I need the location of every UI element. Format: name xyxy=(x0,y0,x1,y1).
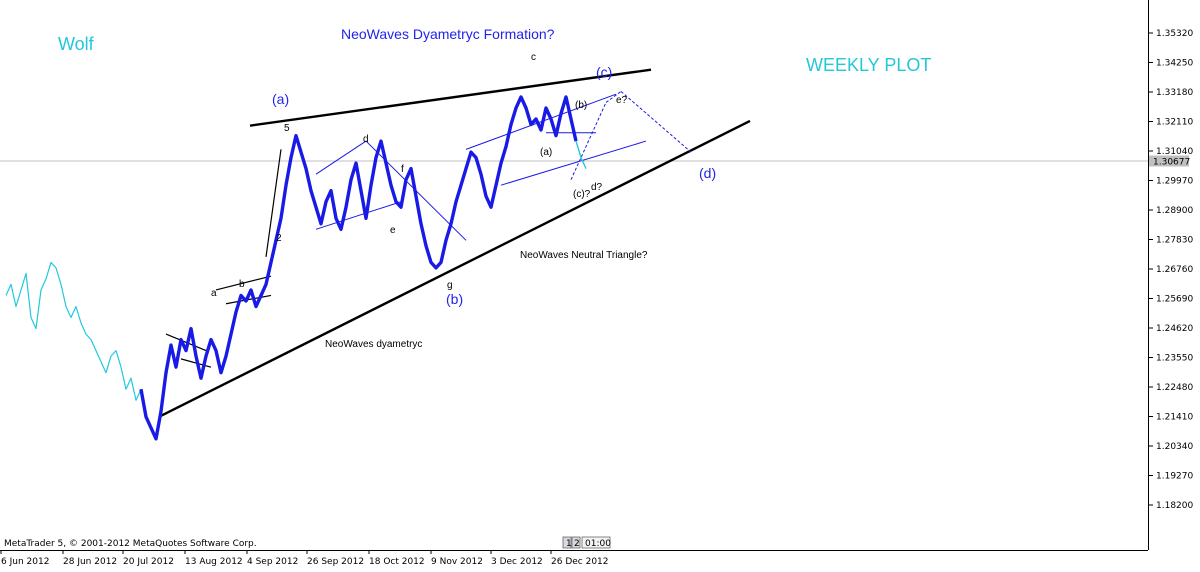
y-tick-label-10: 1.24620 xyxy=(1156,324,1193,334)
price-series-2 xyxy=(575,140,587,169)
x-tick-label-1: 28 Jun 2012 xyxy=(63,557,117,567)
wave-channel-low xyxy=(315,201,402,230)
annotation-17: (c)? xyxy=(573,189,591,200)
y-tick-label-2: 1.33180 xyxy=(1156,88,1193,98)
annotation-15: (a) xyxy=(540,147,552,158)
annotation-3: NeoWaves Neutral Triangle? xyxy=(520,250,648,261)
annotation-18: d? xyxy=(591,182,603,193)
annotation-4: (a) xyxy=(272,91,289,107)
x-tick-label-8: 3 Dec 2012 xyxy=(491,557,543,567)
toolbar-button-2[interactable]: 2 xyxy=(574,539,580,549)
projection-peak xyxy=(605,91,622,103)
y-tick-label-5: 1.29970 xyxy=(1156,177,1193,187)
y-tick-label-1: 1.34250 xyxy=(1156,59,1193,69)
y-tick-label-14: 1.20340 xyxy=(1156,442,1193,452)
x-tick-label-9: 26 Dec 2012 xyxy=(551,557,609,567)
y-tick-label-15: 1.19270 xyxy=(1156,472,1193,482)
y-tick-label-11: 1.23550 xyxy=(1156,354,1193,364)
projection-up xyxy=(570,102,607,180)
x-tick-label-6: 18 Oct 2012 xyxy=(369,557,425,567)
current-price-box-bg xyxy=(1149,155,1189,167)
annotation-8: a xyxy=(211,288,217,299)
footer: MetaTrader 5, © 2001-2012 MetaQuotes Sof… xyxy=(4,536,611,549)
timeframe-box[interactable] xyxy=(581,536,611,549)
y-tick-label-3: 1.32110 xyxy=(1156,118,1193,128)
small-channel-c xyxy=(215,275,272,291)
x-axis: 6 Jun 2012 28 Jun 2012 20 Jul 2012 13 Aug 2… xyxy=(0,550,609,567)
y-tick-label-9: 1.25690 xyxy=(1156,295,1193,305)
y-tick-label-0: 1.35320 xyxy=(1156,29,1193,39)
annotation-19: e? xyxy=(616,95,628,106)
triangle-upper xyxy=(465,93,617,150)
current-price-box: 1.30677 xyxy=(1149,155,1190,168)
y-tick-label-16: 1.18200 xyxy=(1156,501,1193,511)
price-series-group xyxy=(5,95,587,441)
annotation-16: (b) xyxy=(575,100,587,111)
annotation-1: WEEKLY PLOT xyxy=(806,55,931,75)
annotation-20: 2 xyxy=(276,233,282,244)
annotation-0: Wolf xyxy=(58,34,95,54)
wave-labels: Wolf WEEKLY PLOT NeoWaves dyametryc NeoWave… xyxy=(58,26,931,350)
annotation-2: NeoWaves dyametryc xyxy=(325,339,422,350)
annotation-5: (b) xyxy=(446,291,463,307)
y-tick-label-6: 1.28900 xyxy=(1156,206,1193,216)
annotation-21: 5 xyxy=(284,123,290,134)
x-tick-label-2: 20 Jul 2012 xyxy=(123,557,174,567)
wave-channel-high xyxy=(315,140,367,175)
annotation-6: (c) xyxy=(596,64,612,80)
toolbar-button-1-bg[interactable] xyxy=(562,536,572,549)
annotation-13: f xyxy=(401,164,404,175)
annotation-10: c xyxy=(531,52,536,63)
toolbar-button-1[interactable]: 1 xyxy=(566,539,572,549)
y-tick-label-7: 1.27830 xyxy=(1156,236,1193,246)
y-tick-label-13: 1.21410 xyxy=(1156,413,1193,423)
upper-trendline xyxy=(249,68,652,127)
y-tick-label-8: 1.26760 xyxy=(1156,265,1193,275)
annotation-14: g xyxy=(447,280,453,291)
x-tick-label-3: 13 Aug 2012 xyxy=(185,557,243,567)
impulse-line xyxy=(265,149,282,257)
small-channel-b xyxy=(165,333,207,352)
lower-trendline xyxy=(158,119,751,418)
annotation-12: e xyxy=(390,225,396,236)
toolbar-button-2-bg[interactable] xyxy=(571,536,581,549)
chart-title: NeoWaves Dyametryc Formation? xyxy=(341,26,555,42)
x-tick-label-0: 6 Jun 2012 xyxy=(1,557,49,567)
projection-down xyxy=(620,91,692,153)
price-series-1 xyxy=(139,95,578,441)
y-tick-label-4: 1.31040 xyxy=(1156,147,1193,157)
x-tick-label-4: 4 Sep 2012 xyxy=(247,557,298,567)
y-tick-label-12: 1.22480 xyxy=(1156,383,1193,393)
annotation-9: b xyxy=(239,279,245,290)
annotation-11: d xyxy=(363,134,369,145)
copyright-text: MetaTrader 5, © 2001-2012 MetaQuotes Sof… xyxy=(4,539,257,549)
x-tick-label-5: 26 Sep 2012 xyxy=(307,557,364,567)
current-price-label: 1.30677 xyxy=(1153,158,1190,168)
annotation-7: (d) xyxy=(699,165,716,181)
timeframe-label[interactable]: 01:00 xyxy=(585,539,611,549)
triangle-lower xyxy=(500,140,647,186)
price-series-0 xyxy=(5,261,142,401)
y-axis: 1.35320 1.34250 1.33180 1.32110 1.31040 1.299… xyxy=(1148,29,1193,511)
x-tick-label-7: 9 Nov 2012 xyxy=(431,557,483,567)
